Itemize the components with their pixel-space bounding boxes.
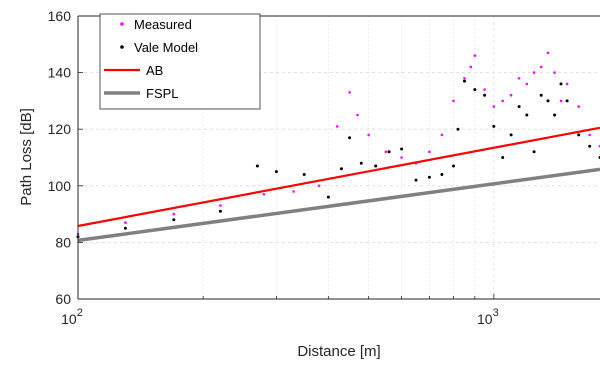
vale-model-point: [172, 218, 176, 222]
vale-model-point: [509, 133, 513, 137]
vale-model-point: [326, 195, 330, 199]
legend-item-ab: AB: [104, 63, 163, 78]
measured-point: [532, 71, 536, 74]
series-fspl: [77, 167, 600, 243]
measured-point: [172, 212, 176, 216]
vale-model-point: [577, 133, 581, 137]
ab-line: [77, 126, 600, 228]
vale-model-point: [387, 150, 391, 154]
vale-model-point: [123, 226, 127, 230]
measured-point: [517, 77, 521, 80]
vale-model-point: [348, 136, 352, 140]
fspl-line: [77, 167, 600, 243]
measured-point: [559, 99, 563, 103]
legend-label: AB: [146, 63, 163, 78]
legend-label: FSPL: [146, 86, 179, 101]
y-tick-label: 120: [48, 121, 72, 137]
measured-point: [452, 99, 455, 103]
vale-model-point: [525, 113, 529, 117]
measured-point: [367, 133, 371, 137]
vale-model-point: [359, 161, 363, 165]
y-tick-label: 160: [48, 8, 72, 24]
legend-label: Measured: [134, 17, 192, 32]
series-ab: [77, 126, 600, 228]
vale-model-point: [339, 167, 343, 171]
vale-model-point: [532, 150, 536, 154]
vale-model-point: [452, 164, 455, 168]
legend-marker: [120, 45, 124, 49]
vale-model-point: [565, 99, 569, 103]
vale-model-point: [517, 105, 521, 109]
y-tick-label: 60: [55, 291, 71, 307]
measured-point: [492, 105, 496, 108]
vale-model-point: [302, 173, 306, 176]
measured-point: [400, 156, 403, 159]
vale-model-point: [546, 99, 550, 103]
measured-point: [219, 204, 222, 207]
legend-items: Measured Vale Model AB FSPL: [104, 17, 198, 101]
vale-model-point: [483, 93, 487, 97]
measured-point: [565, 82, 569, 86]
x-tick-label: 102: [61, 307, 83, 327]
legend: Measured Vale Model AB FSPL: [99, 13, 261, 110]
measured-point: [124, 221, 127, 224]
legend-item-vale-model: Vale Model: [120, 40, 198, 55]
vale-model-point: [559, 82, 563, 86]
vale-model-point: [588, 144, 592, 148]
series-vale-model: [76, 79, 600, 239]
legend-label: Vale Model: [134, 40, 198, 55]
x-tick-label: 103: [477, 307, 499, 327]
vale-model-point: [473, 88, 477, 92]
measured-point: [317, 184, 321, 188]
measured-point: [262, 193, 266, 196]
measured-point: [356, 113, 359, 117]
x-axis-title: Distance [m]: [297, 343, 380, 360]
y-axis-title: Path Loss [dB]: [18, 108, 35, 206]
measured-point: [501, 99, 505, 103]
vale-model-point: [400, 147, 404, 151]
legend-item-fspl: FSPL: [104, 86, 179, 101]
legend-marker: [120, 22, 124, 26]
measured-point: [292, 190, 295, 193]
series-layer: [76, 51, 600, 243]
measured-point: [384, 150, 388, 154]
measured-point: [483, 88, 486, 91]
vale-model-point: [414, 178, 418, 182]
vale-model-point: [440, 173, 444, 176]
vale-model-point: [501, 156, 505, 159]
vale-model-point: [463, 79, 466, 83]
measured-point: [539, 65, 543, 69]
y-tick-labels: 60 80 100 120 140 160: [48, 8, 72, 307]
measured-point: [588, 133, 591, 137]
measured-point: [473, 54, 477, 57]
vale-model-point: [255, 164, 259, 168]
vale-model-point: [456, 127, 460, 131]
y-tick-label: 140: [48, 65, 72, 81]
y-tick-label: 100: [48, 178, 72, 194]
y-tick-label: 80: [55, 234, 71, 250]
vale-model-point: [553, 113, 557, 117]
vale-model-point: [218, 209, 222, 213]
tick-marks: [77, 15, 495, 300]
measured-point: [553, 71, 556, 74]
measured-point: [440, 133, 444, 137]
measured-point: [428, 150, 431, 154]
measured-point: [577, 105, 580, 108]
vale-model-point: [492, 124, 496, 128]
vale-model-point: [274, 170, 278, 174]
vale-model-point: [539, 93, 543, 97]
legend-item-measured: Measured: [120, 17, 192, 32]
measured-point: [335, 125, 339, 128]
measured-point: [509, 93, 513, 97]
measured-point: [463, 77, 466, 80]
measured-point: [348, 91, 351, 94]
measured-point: [546, 51, 550, 55]
measured-point: [469, 65, 473, 69]
vale-model-point: [374, 164, 378, 168]
vale-model-point: [427, 175, 431, 179]
x-tick-labels: 102 103: [61, 307, 499, 327]
measured-point: [525, 82, 529, 86]
